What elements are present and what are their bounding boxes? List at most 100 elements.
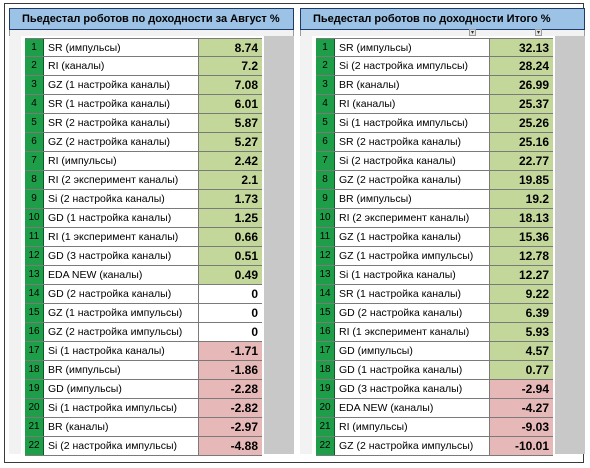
return-value-cell[interactable]: -4.88 [199,437,262,455]
rank-cell[interactable]: 1 [316,39,335,56]
table-row[interactable]: 2 Si (2 настройка импульсы) 28.24 [316,57,553,76]
rank-cell[interactable]: 4 [316,95,335,113]
rank-cell[interactable]: 18 [316,361,335,379]
return-value-cell[interactable]: 1.25 [199,209,262,227]
rank-cell[interactable]: 5 [316,114,335,132]
table-row[interactable]: 7 RI (импульсы) 2.42 [25,152,262,171]
robot-name-cell[interactable]: RI (импульсы) [335,418,490,436]
return-value-cell[interactable]: 22.77 [490,152,553,170]
table-row[interactable]: 1 SR (импульсы) 8.74 [25,38,262,57]
return-value-cell[interactable]: -2.28 [199,380,262,398]
return-value-cell[interactable]: 25.16 [490,133,553,151]
robot-name-cell[interactable]: BR (каналы) [44,418,199,436]
robot-name-cell[interactable]: Si (2 настройка каналы) [335,152,490,170]
return-value-cell[interactable]: -9.03 [490,418,553,436]
rank-cell[interactable]: 13 [25,266,44,284]
table-row[interactable]: 5 SR (2 настройка каналы) 5.87 [25,114,262,133]
table-row[interactable]: 1 SR (импульсы) 32.13 [316,38,553,57]
return-value-cell[interactable]: 5.87 [199,114,262,132]
robot-name-cell[interactable]: Si (1 настройка импульсы) [44,399,199,417]
return-value-cell[interactable]: 5.27 [199,133,262,151]
rank-cell[interactable]: 15 [25,304,44,322]
robot-name-cell[interactable]: EDA NEW (каналы) [335,399,490,417]
table-row[interactable]: 3 BR (каналы) 26.99 [316,76,553,95]
robot-name-cell[interactable]: Si (1 настройка каналы) [335,266,490,284]
table-row[interactable]: 14 GD (2 настройка каналы) 0 [25,285,262,304]
return-value-cell[interactable]: 1.73 [199,190,262,208]
rank-cell[interactable]: 13 [316,266,335,284]
rank-cell[interactable]: 15 [316,304,335,322]
table-row[interactable]: 9 BR (импульсы) 19.2 [316,190,553,209]
rank-cell[interactable]: 18 [25,361,44,379]
robot-name-cell[interactable]: RI (2 эксперимент каналы) [44,171,199,189]
table-row[interactable]: 4 SR (1 настройка каналы) 6.01 [25,95,262,114]
table-row[interactable]: 20 EDA NEW (каналы) -4.27 [316,399,553,418]
robot-name-cell[interactable]: RI (2 эксперимент каналы) [335,209,490,227]
return-value-cell[interactable]: -2.82 [199,399,262,417]
robot-name-cell[interactable]: RI (1 эксперимент каналы) [44,228,199,246]
robot-name-cell[interactable]: BR (импульсы) [335,190,490,208]
table-row[interactable]: 13 EDA NEW (каналы) 0.49 [25,266,262,285]
rank-cell[interactable]: 19 [316,380,335,398]
return-value-cell[interactable]: 0 [199,285,262,303]
robot-name-cell[interactable]: Si (1 настройка импульсы) [335,114,490,132]
return-value-cell[interactable]: 0 [199,323,262,341]
rank-cell[interactable]: 12 [316,247,335,265]
rank-cell[interactable]: 21 [25,418,44,436]
table-row[interactable]: 12 GZ (1 настройка импульсы) 12.78 [316,247,553,266]
rank-cell[interactable]: 8 [25,171,44,189]
rank-cell[interactable]: 2 [316,57,335,75]
right-panel-title[interactable]: Пьедестал роботов по доходности Итого % [300,8,585,30]
rank-cell[interactable]: 11 [25,228,44,246]
robot-name-cell[interactable]: SR (1 настройка каналы) [335,285,490,303]
rank-cell[interactable]: 22 [25,437,44,455]
robot-name-cell[interactable]: RI (каналы) [335,95,490,113]
rank-cell[interactable]: 20 [316,399,335,417]
return-value-cell[interactable]: 0.66 [199,228,262,246]
rank-cell[interactable]: 19 [25,380,44,398]
return-value-cell[interactable]: 18.13 [490,209,553,227]
return-value-cell[interactable]: 7.2 [199,57,262,75]
robot-name-cell[interactable]: GZ (2 настройка каналы) [335,171,490,189]
return-value-cell[interactable]: 12.27 [490,266,553,284]
table-row[interactable]: 11 RI (1 эксперимент каналы) 0.66 [25,228,262,247]
rank-cell[interactable]: 16 [25,323,44,341]
robot-name-cell[interactable]: GD (импульсы) [44,380,199,398]
table-row[interactable]: 3 GZ (1 настройка каналы) 7.08 [25,76,262,95]
return-value-cell[interactable]: -2.94 [490,380,553,398]
robot-name-cell[interactable]: SR (импульсы) [44,39,199,56]
return-value-cell[interactable]: -2.97 [199,418,262,436]
table-row[interactable]: 11 GZ (1 настройка каналы) 15.36 [316,228,553,247]
table-row[interactable]: 21 RI (импульсы) -9.03 [316,418,553,437]
robot-name-cell[interactable]: RI (1 эксперимент каналы) [335,323,490,341]
left-panel-title[interactable]: Пьедестал роботов по доходности за Авгус… [9,8,294,30]
rank-cell[interactable]: 6 [25,133,44,151]
robot-name-cell[interactable]: SR (1 настройка каналы) [44,95,199,113]
rank-cell[interactable]: 17 [316,342,335,360]
table-row[interactable]: 14 SR (1 настройка каналы) 9.22 [316,285,553,304]
robot-name-cell[interactable]: GZ (1 настройка каналы) [44,76,199,94]
table-row[interactable]: 6 SR (2 настройка каналы) 25.16 [316,133,553,152]
robot-name-cell[interactable]: Si (2 настройка импульсы) [335,57,490,75]
rank-cell[interactable]: 21 [316,418,335,436]
table-row[interactable]: 17 GD (импульсы) 4.57 [316,342,553,361]
rank-cell[interactable]: 9 [25,190,44,208]
robot-name-cell[interactable]: GD (2 настройка каналы) [335,304,490,322]
rank-cell[interactable]: 12 [25,247,44,265]
table-row[interactable]: 9 Si (2 настройка каналы) 1.73 [25,190,262,209]
robot-name-cell[interactable]: GZ (1 настройка импульсы) [335,247,490,265]
table-row[interactable]: 18 GD (1 настройка каналы) 0.77 [316,361,553,380]
return-value-cell[interactable]: 0.49 [199,266,262,284]
robot-name-cell[interactable]: GZ (2 настройка импульсы) [335,437,490,455]
robot-name-cell[interactable]: GD (3 настройка каналы) [335,380,490,398]
return-value-cell[interactable]: 25.37 [490,95,553,113]
rank-cell[interactable]: 9 [316,190,335,208]
robot-name-cell[interactable]: GZ (2 настройка импульсы) [44,323,199,341]
rank-cell[interactable]: 10 [316,209,335,227]
table-row[interactable]: 8 RI (2 эксперимент каналы) 2.1 [25,171,262,190]
table-row[interactable]: 12 GD (3 настройка каналы) 0.51 [25,247,262,266]
rank-cell[interactable]: 22 [316,437,335,455]
robot-name-cell[interactable]: GD (1 настройка каналы) [335,361,490,379]
table-row[interactable]: 22 GZ (2 настройка импульсы) -10.01 [316,437,553,456]
table-row[interactable]: 20 Si (1 настройка импульсы) -2.82 [25,399,262,418]
